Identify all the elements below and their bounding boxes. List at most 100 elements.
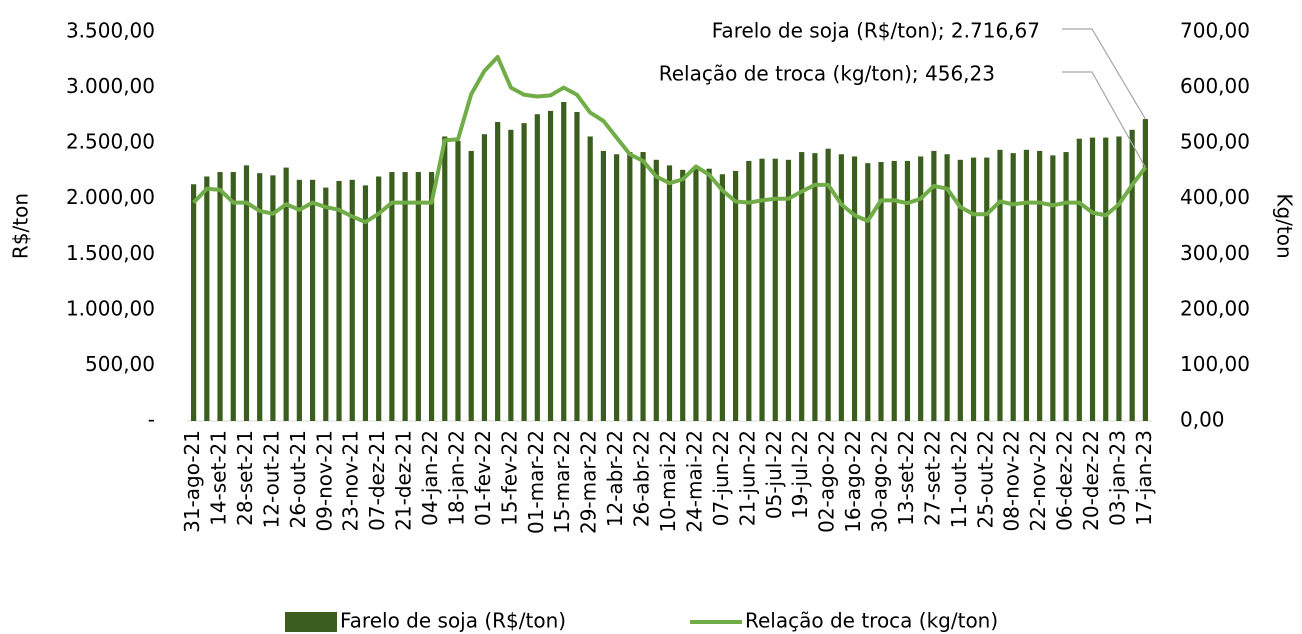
y2-tick-label: 400,00 (1180, 185, 1250, 209)
bar (362, 185, 369, 421)
bar (296, 179, 302, 421)
bar (812, 153, 818, 421)
bar (402, 172, 408, 421)
bar (970, 157, 977, 421)
bar (442, 136, 448, 421)
y2-axis-title: Kg/ton (1273, 193, 1297, 258)
y2-tick-label: 200,00 (1180, 296, 1250, 320)
bar (376, 176, 382, 421)
bar (428, 172, 435, 421)
y-tick-label: 3.500,00 (66, 19, 155, 43)
x-tick-label: 24-mai-22 (682, 430, 706, 533)
bar (547, 110, 554, 421)
bar (481, 134, 488, 421)
bar (891, 160, 897, 421)
y2-tick-label: 300,00 (1180, 241, 1250, 265)
x-tick-label: 30-ago-22 (868, 430, 892, 533)
x-tick-label: 13-set-22 (894, 430, 918, 526)
x-tick-label: 06-dez-22 (1053, 430, 1077, 531)
bar (732, 170, 739, 421)
bar (283, 167, 289, 421)
bar (574, 112, 580, 421)
x-tick-label: 15-mar-22 (550, 430, 574, 534)
bar (719, 174, 725, 421)
bar (1023, 149, 1030, 421)
x-tick-label: 07-jun-22 (709, 430, 733, 526)
x-tick-label: 21-dez-21 (392, 430, 416, 531)
bar (521, 123, 527, 421)
bar (495, 122, 501, 422)
x-tick-label: 12-out-21 (259, 430, 283, 528)
x-tick-label: 08-nov-22 (1000, 430, 1024, 532)
x-tick-label: 22-nov-22 (1026, 430, 1050, 532)
bar (627, 152, 633, 421)
y-tick-label: 1.500,00 (66, 241, 155, 265)
x-tick-label: 26-out-21 (286, 430, 310, 528)
bar (455, 140, 461, 422)
x-tick-label: 17-jan-23 (1132, 430, 1156, 526)
bar (1050, 155, 1056, 421)
bar (508, 129, 514, 421)
bar (904, 160, 911, 421)
y-tick-label: - (148, 408, 155, 432)
bar (349, 179, 355, 421)
y-tick-label: 500,00 (85, 352, 155, 376)
bar (957, 159, 963, 422)
x-tick-label: 09-nov-21 (312, 430, 336, 532)
bar (799, 152, 805, 421)
x-tick-label: 31-ago-21 (180, 430, 204, 533)
bar (1076, 138, 1082, 421)
bar (653, 159, 659, 422)
x-tick-label: 01-fev-22 (471, 430, 495, 526)
x-tick-label: 07-dez-21 (365, 430, 389, 531)
x-tick-label: 03-jan-23 (1105, 430, 1129, 526)
bar (561, 102, 567, 422)
bar (1142, 119, 1148, 422)
y-axis-title: R$/ton (9, 193, 33, 259)
bar (468, 150, 474, 421)
y-tick-label: 2.500,00 (66, 130, 155, 154)
leader-line (1062, 28, 1146, 120)
x-tick-label: 16-ago-22 (841, 430, 865, 533)
y2-tick-label: 0,00 (1180, 408, 1225, 432)
bar (191, 184, 197, 421)
x-tick-label: 20-dez-22 (1079, 430, 1103, 531)
y-tick-label: 2.000,00 (66, 185, 155, 209)
bar (323, 187, 329, 421)
bar (944, 154, 950, 421)
y2-tick-label: 700,00 (1180, 19, 1250, 43)
y2-tick-label: 600,00 (1180, 74, 1250, 98)
x-tick-label: 15-fev-22 (497, 430, 521, 526)
bar (838, 154, 844, 421)
bar (1089, 137, 1096, 422)
bar (257, 173, 263, 421)
line (192, 55, 1147, 225)
bar (785, 159, 792, 422)
annotation: Relação de troca (kg/ton); 456,23 (659, 62, 995, 86)
x-tick-label: 27-set-22 (920, 430, 944, 526)
bar (600, 150, 607, 421)
bar (825, 148, 831, 421)
x-tick-label: 02-ago-22 (815, 430, 839, 533)
bar (759, 158, 765, 421)
bar (865, 163, 871, 422)
bar (1129, 129, 1135, 421)
x-tick-label: 04-jan-22 (418, 430, 442, 526)
bar (534, 114, 540, 421)
bar (746, 160, 752, 421)
bar (984, 157, 990, 421)
bar (587, 136, 593, 421)
bar (706, 168, 712, 421)
bar (614, 154, 620, 421)
x-tick-label: 19-jul-22 (788, 430, 812, 519)
bar (918, 156, 924, 422)
x-tick-label: 28-set-21 (233, 430, 257, 526)
x-tick-label: 10-mai-22 (656, 430, 680, 533)
bar (931, 150, 937, 421)
bar (878, 162, 884, 421)
y-tick-label: 1.000,00 (66, 296, 155, 320)
x-tick-label: 18-jan-22 (444, 430, 468, 526)
legend-label: Relação de troca (kg/ton) (745, 609, 998, 633)
bar (1010, 153, 1016, 421)
